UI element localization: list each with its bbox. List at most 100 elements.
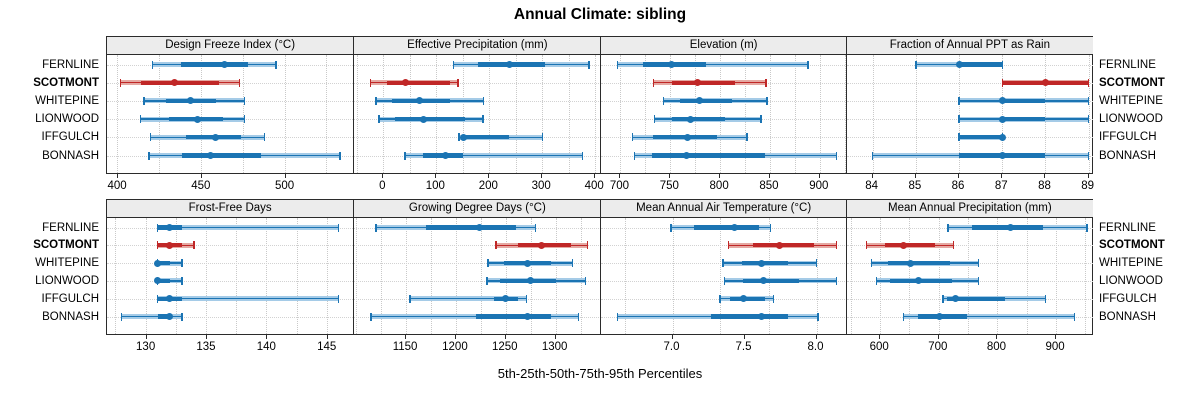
x-tick	[914, 174, 916, 178]
gridline-v	[515, 55, 517, 173]
whisker-cap-right	[835, 241, 838, 250]
x-tick	[435, 174, 437, 178]
x-tick-label: 145	[317, 341, 337, 353]
x-tick	[382, 174, 384, 178]
percentile-bar-25-75	[672, 116, 726, 122]
x-tick	[996, 335, 998, 339]
site-label-left: BONNASH	[42, 149, 99, 162]
gridline-v	[242, 55, 244, 173]
median-dot	[914, 277, 922, 285]
median-dot	[686, 115, 694, 123]
x-tick-label: 1150	[392, 341, 418, 353]
whisker-cap-right	[1087, 78, 1090, 87]
x-tick-label: 850	[759, 180, 779, 192]
x-tick-label: 400	[107, 180, 127, 192]
strip-title: Fraction of Annual PPT as Rain	[846, 37, 1093, 55]
panel-plot	[600, 218, 847, 334]
x-tick	[1044, 174, 1046, 178]
whisker-cap-right	[1086, 223, 1088, 232]
gridline-v	[326, 55, 328, 173]
percentile-bar-25-75	[140, 80, 220, 85]
median-dot	[527, 277, 535, 285]
gridline-v	[670, 55, 672, 173]
median-dot	[693, 79, 701, 87]
gridline-v	[542, 55, 544, 173]
percentile-bar-25-75	[652, 153, 765, 158]
x-tick-label: 0	[379, 180, 386, 192]
whisker-cap-right	[1001, 60, 1003, 69]
whisker-cap-left	[653, 115, 656, 124]
whisker-cap-right	[586, 241, 589, 250]
gridline-h	[354, 82, 601, 84]
whisker-cap-left	[148, 151, 150, 160]
x-tick-label: 900	[809, 180, 829, 192]
percentile-bar-25-75	[386, 80, 450, 85]
percentile-bar-25-75	[753, 243, 814, 248]
median-dot	[775, 241, 783, 249]
median-dot	[955, 61, 963, 68]
panels-frame: Frost-Free Days Growing Degree Days (°C) M…	[106, 199, 1093, 335]
percentile-bar-25-75	[157, 278, 170, 284]
x-tick	[1087, 174, 1089, 178]
whisker-cap-left	[139, 115, 142, 124]
whisker-cap-left	[942, 294, 944, 303]
median-dot	[524, 313, 532, 320]
percentile-bar-25-75	[1002, 98, 1046, 104]
gridline-v	[381, 218, 383, 334]
strip-title: Design Freeze Index (°C)	[107, 37, 354, 55]
whisker-cap-right	[181, 312, 183, 321]
median-dot	[442, 152, 450, 159]
gridline-v	[768, 218, 770, 334]
gridline-v	[296, 218, 298, 334]
whisker-cap-left	[375, 96, 377, 105]
gridline-v	[1045, 55, 1047, 173]
panel: Mean Annual Precipitation (mm)	[845, 200, 1093, 334]
gridline-v	[872, 55, 874, 173]
panel: Frost-Free Days	[107, 200, 354, 334]
panel-plot	[354, 55, 601, 173]
x-tick	[937, 335, 939, 339]
whisker-cap-left	[378, 115, 380, 124]
median-dot	[166, 313, 174, 320]
median-dot	[207, 152, 215, 159]
median-dot	[506, 61, 514, 68]
gridline-h	[107, 280, 354, 282]
site-label-right: WHITEPINE	[1099, 94, 1163, 107]
x-tick-label: 89	[1081, 180, 1095, 192]
gridline-h	[107, 245, 354, 247]
whisker-cap-right	[338, 294, 340, 303]
gridline-v	[595, 55, 597, 173]
gridline-h	[600, 245, 847, 247]
x-tick-label: 130	[136, 341, 156, 353]
x-tick-label: 140	[256, 341, 276, 353]
x-tick-label: 1200	[442, 341, 468, 353]
whisker-cap-right	[193, 241, 195, 250]
panel: Effective Precipitation (mm)	[353, 37, 601, 173]
whisker-cap-right	[766, 96, 768, 105]
median-dot	[935, 313, 943, 320]
percentile-bar-25-75	[947, 296, 1006, 301]
panel: Design Freeze Index (°C)	[107, 37, 354, 173]
whisker-cap-right	[835, 276, 838, 285]
gridline-v	[1056, 218, 1058, 334]
median-dot	[420, 115, 428, 123]
x-tick-label: 1300	[541, 341, 568, 353]
whisker-cap-left	[727, 241, 730, 250]
x-tick-label: 700	[609, 180, 630, 192]
gridline-v	[431, 218, 433, 334]
x-tick-label: 135	[196, 341, 216, 353]
gridline-v	[505, 218, 507, 334]
whisker-cap-left	[875, 276, 878, 285]
percentile-line-5-95	[617, 63, 808, 66]
median-dot	[998, 97, 1006, 105]
site-label-right: SCOTMONT	[1099, 76, 1165, 89]
whisker-cap-right	[815, 259, 818, 268]
panels-frame: Design Freeze Index (°C) Effective Precip…	[106, 36, 1093, 174]
whisker-cap-left	[722, 259, 724, 268]
whisker-cap-left	[670, 223, 672, 232]
whisker-cap-left	[902, 312, 905, 321]
x-tick-label: 85	[908, 180, 922, 192]
x-tick	[541, 174, 543, 178]
gridline-v	[997, 218, 999, 334]
x-tick-label: 8.0	[807, 341, 824, 353]
